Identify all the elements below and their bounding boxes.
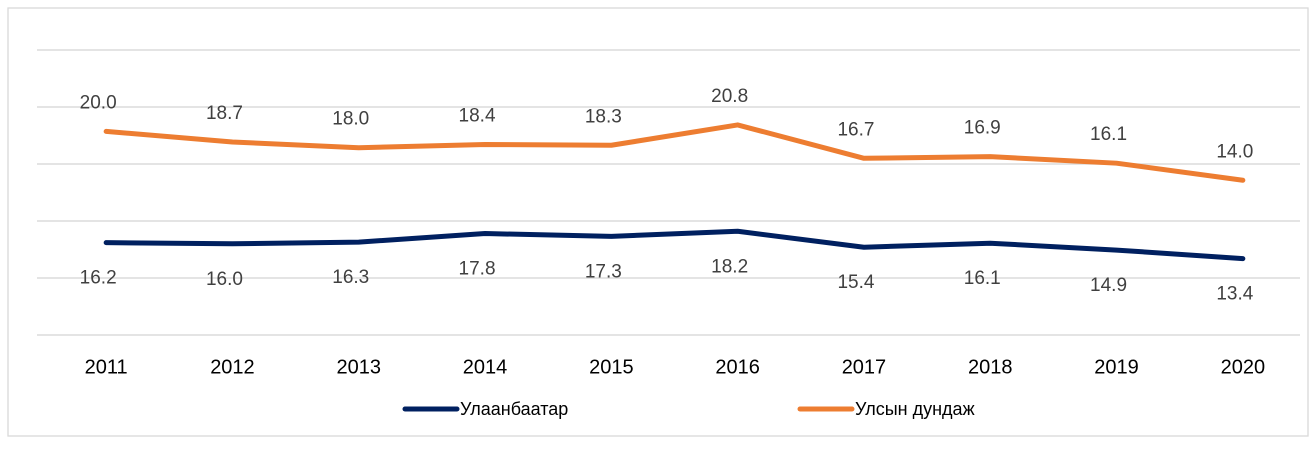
data-label: 20.0 [80, 92, 117, 113]
series-line [103, 228, 1246, 262]
x-tick-label: 2014 [463, 356, 508, 378]
data-label: 16.0 [206, 269, 243, 290]
x-tick-label: 2020 [1221, 356, 1266, 378]
x-tick-label: 2016 [715, 356, 760, 378]
data-label: 16.1 [1090, 124, 1127, 145]
series-line [103, 122, 1246, 183]
data-label: 13.4 [1216, 284, 1253, 305]
x-tick-label: 2011 [85, 356, 128, 378]
data-label: 16.1 [964, 268, 1001, 289]
data-label: 18.4 [459, 105, 496, 126]
x-tick-label: 2017 [842, 356, 887, 378]
x-tick-label: 2018 [968, 356, 1013, 378]
chart-frame [7, 7, 1309, 437]
x-tick-label: 2015 [589, 356, 634, 378]
data-label: 17.8 [459, 259, 496, 280]
data-label: 16.9 [964, 118, 1001, 139]
data-label: 18.2 [711, 256, 748, 277]
x-tick-label: 2013 [337, 356, 382, 378]
data-label: 18.3 [585, 106, 622, 127]
data-label: 14.0 [1216, 141, 1253, 162]
data-label: 16.2 [80, 268, 117, 289]
data-label: 18.7 [206, 103, 243, 124]
data-label: 16.3 [332, 267, 369, 288]
legend-label: Улаанбаатар [460, 399, 568, 419]
x-tick-label: 2019 [1094, 356, 1139, 378]
data-label: 17.3 [585, 261, 622, 282]
data-label: 18.0 [332, 109, 369, 130]
data-label: 14.9 [1090, 275, 1127, 296]
data-label: 20.8 [711, 86, 748, 107]
legend-label: Улсын дундаж [855, 399, 975, 419]
data-label: 16.7 [837, 119, 874, 140]
data-label: 15.4 [837, 272, 874, 293]
x-tick-label: 2012 [210, 356, 255, 378]
